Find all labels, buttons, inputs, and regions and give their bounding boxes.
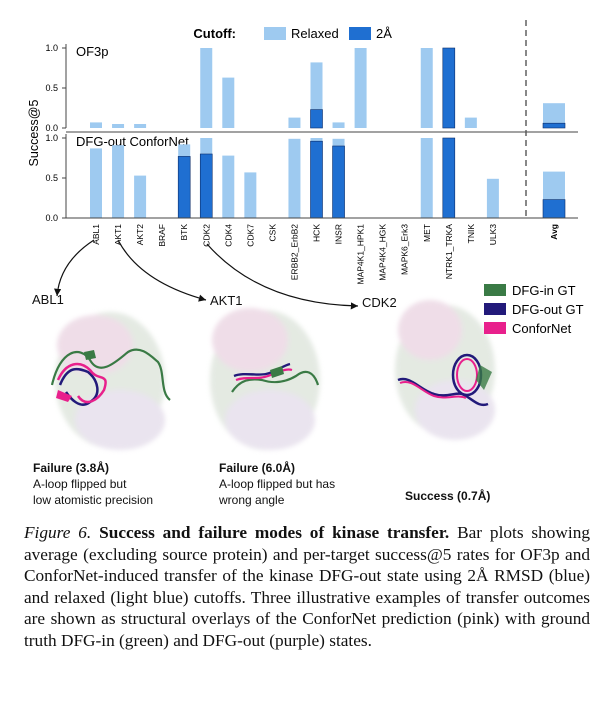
bar-strict-HCK [310, 109, 323, 129]
x-tick-label: HCK [312, 224, 322, 242]
y-tick-label: 0.0 [45, 213, 58, 223]
cdk2-result: Success (0.7Å) [405, 489, 491, 503]
caption-title: Success and failure modes of kinase tran… [99, 523, 450, 542]
bar-relaxed-ERBB2_ErbB2 [288, 138, 301, 218]
x-tick-label: CDK7 [245, 224, 255, 247]
bar-relaxed-MET [420, 138, 433, 218]
bar-strict-avg [542, 199, 566, 219]
figure-6-graphic: Cutoff: Relaxed 2Å Success@5 OF3p DFG-ou… [27, 20, 584, 450]
legend-relaxed-swatch [264, 27, 286, 40]
x-tick-label: MAP4K1_HPK1 [356, 224, 366, 285]
example-caption-abl1: Failure (3.8Å) A-loop flipped but low at… [33, 460, 203, 508]
x-tick-label: AKT2 [135, 224, 145, 246]
akt1-note-line2: wrong angle [219, 493, 285, 507]
legend-title: Cutoff: [193, 26, 236, 41]
bar-relaxed-CDK4 [222, 155, 235, 218]
y-tick-label: 1.0 [45, 133, 58, 143]
y-tick-label: 1.0 [45, 43, 58, 53]
bar-strict-avg [542, 122, 566, 129]
arrow-abl1 [54, 239, 95, 297]
x-tick-label: MET [422, 224, 432, 242]
x-tick-label: CDK4 [223, 224, 233, 247]
bar-plots [90, 47, 566, 219]
arrow-cdk2 [206, 243, 359, 310]
bar-relaxed-ABL1 [90, 148, 102, 218]
x-tick-labels: ABL1 AKT1 AKT2 BRAF BTK CDK2 CDK4 CDK7 CSK ERBB2_… [91, 224, 559, 285]
abl1-note-line1: A-loop flipped but [33, 477, 127, 491]
x-tick-label: INSR [334, 224, 344, 244]
cdk2-structure-image [395, 300, 495, 440]
bar-strict-CDK2 [199, 153, 213, 219]
plot-axes: 0.00.51.00.00.51.0 [45, 20, 578, 223]
figure-caption: Figure 6. Success and failure modes of k… [24, 522, 590, 652]
structure-legend: DFG-in GT DFG-out GT ConforNet [484, 283, 584, 336]
legend-relaxed-label: Relaxed [291, 26, 339, 41]
abl1-note-line2: low atomistic precision [33, 493, 154, 507]
x-tick-label: BTK [179, 224, 189, 241]
panel-label-confornet: DFG-out ConforNet [76, 134, 189, 149]
bar-relaxed-ULK3 [486, 178, 499, 218]
bar-strict-NTRK1_TRKA [442, 47, 456, 129]
confornet-swatch [484, 322, 506, 334]
x-tick-label: BRAF [157, 224, 167, 247]
y-axis-label: Success@5 [27, 100, 41, 167]
x-tick-label-avg: Avg [549, 224, 559, 240]
x-tick-label: CSK [267, 224, 277, 242]
dfg-out-swatch [484, 303, 506, 315]
x-tick-label: NTRK1_TRKA [444, 224, 454, 280]
bar-relaxed-AKT2 [134, 175, 147, 218]
bar-strict-NTRK1_TRKA [442, 137, 456, 219]
bar-relaxed-ERBB2_ErbB2 [288, 117, 301, 128]
abl1-structure-image [50, 312, 171, 450]
x-tick-label: ULK3 [488, 224, 498, 246]
panel-label-of3p: OF3p [76, 44, 109, 59]
bar-relaxed-avg [543, 103, 565, 128]
bar-relaxed-INSR [332, 122, 345, 128]
bar-relaxed-TNIK [464, 117, 477, 128]
caption-body: Bar plots showing average (excluding sou… [24, 523, 590, 650]
bar-relaxed-ABL1 [90, 122, 102, 128]
dfg-in-swatch [484, 284, 506, 296]
legend-strict-swatch [349, 27, 371, 40]
x-tick-label: TNIK [466, 224, 476, 244]
dfg-out-label: DFG-out GT [512, 302, 584, 317]
akt1-note-line1: A-loop flipped but has [219, 477, 336, 491]
legend-strict-label: 2Å [376, 26, 392, 41]
bar-relaxed-CDK7 [244, 172, 257, 218]
bar-relaxed-AKT1 [112, 145, 125, 218]
example-caption-cdk2: Success (0.7Å) [405, 488, 575, 504]
y-tick-label: 0.5 [45, 83, 58, 93]
bar-strict-INSR [332, 145, 345, 219]
example-label-abl1: ABL1 [32, 292, 64, 307]
example-label-cdk2: CDK2 [362, 295, 397, 310]
y-tick-label: 0.0 [45, 123, 58, 133]
bar-strict-HCK [310, 140, 323, 219]
x-tick-label: ABL1 [91, 224, 101, 245]
caption-label: Figure 6. [24, 523, 92, 542]
example-label-akt1: AKT1 [210, 293, 243, 308]
x-tick-label: MAP4K4_HGK [378, 224, 388, 281]
bar-relaxed-CDK4 [222, 77, 235, 128]
abl1-result: Failure (3.8Å) [33, 461, 110, 475]
bar-relaxed-MAP4K1_HPK1 [354, 48, 367, 128]
akt1-structure-image [210, 308, 320, 450]
bar-strict-BTK [177, 156, 191, 219]
confornet-label: ConforNet [512, 321, 572, 336]
akt1-result: Failure (6.0Å) [219, 461, 296, 475]
x-tick-label: AKT1 [113, 224, 123, 246]
arrow-akt1 [117, 239, 207, 302]
y-tick-label: 0.5 [45, 173, 58, 183]
x-tick-label: MAPK6_Erk3 [400, 224, 410, 275]
x-tick-label: ERBB2_ErbB2 [289, 224, 299, 280]
bar-relaxed-AKT1 [112, 124, 125, 128]
cutoff-legend: Cutoff: Relaxed 2Å [193, 26, 392, 41]
x-tick-label: CDK2 [201, 224, 211, 247]
bar-relaxed-CDK2 [200, 48, 213, 128]
bar-relaxed-AKT2 [134, 124, 147, 128]
example-caption-akt1: Failure (6.0Å) A-loop flipped but has wr… [219, 460, 389, 508]
bar-relaxed-MET [420, 48, 433, 128]
dfg-in-label: DFG-in GT [512, 283, 576, 298]
